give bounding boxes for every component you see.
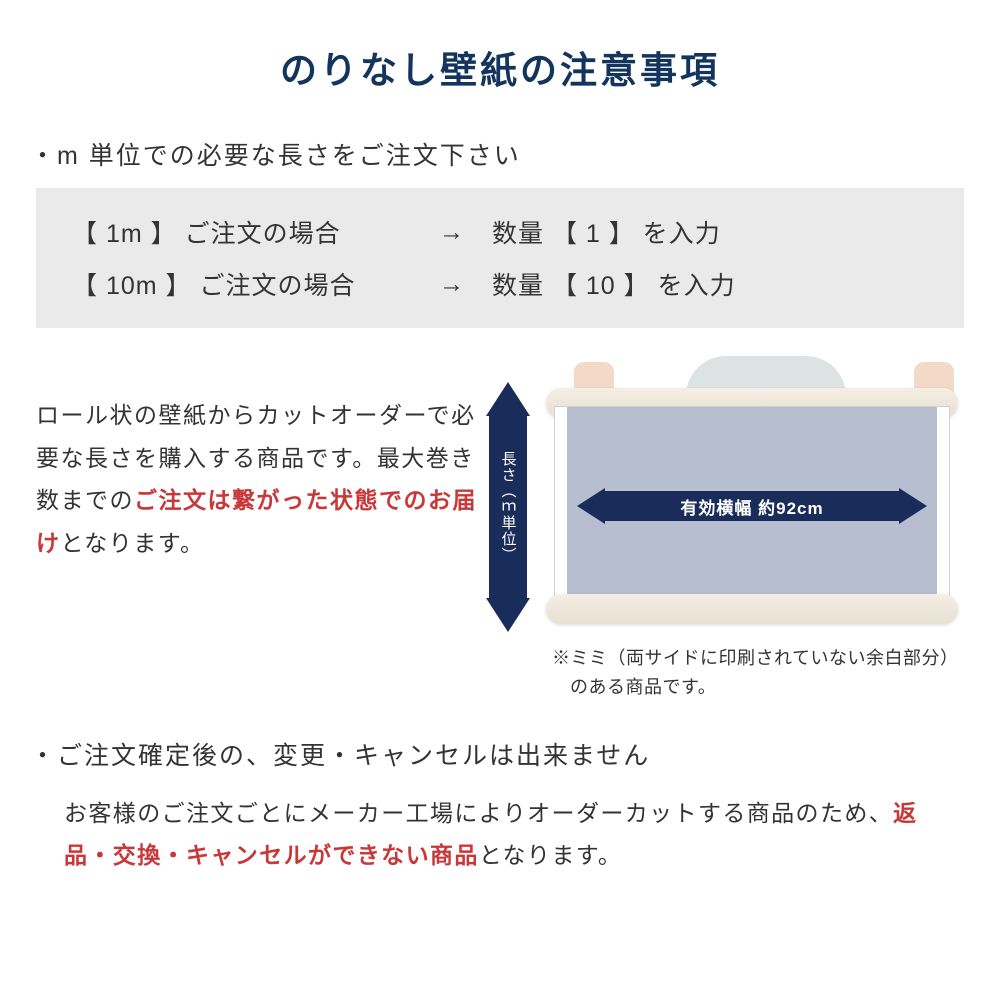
order-example-box: 【 1m 】 ご注文の場合 → 数量 【 1 】 を入力 【 10m 】 ご注文…	[36, 188, 964, 328]
length-label: 長さ（ｍ単位）	[489, 416, 527, 598]
roll-description: ロール状の壁紙からカットオーダーで必要な長さを購入する商品です。最大巻き数までの…	[36, 362, 482, 702]
width-arrow: 有効横幅 約92cm	[577, 488, 927, 524]
length-arrow: 長さ（ｍ単位）	[480, 382, 536, 632]
example-right: 数量 【 1 】 を入力	[492, 214, 928, 250]
mimi-note: ※ミミ（両サイドに印刷されていない余白部分）のある商品です。	[552, 644, 964, 702]
section1-header: ・m 単位での必要な長さをご注文下さい	[30, 136, 970, 172]
example-row: 【 10m 】 ご注文の場合 → 数量 【 10 】 を入力	[72, 258, 928, 310]
example-row: 【 1m 】 ご注文の場合 → 数量 【 1 】 を入力	[72, 206, 928, 258]
cancel-description: お客様のご注文ごとにメーカー工場によりオーダーカットする商品のため、返品・交換・…	[30, 788, 970, 877]
desc2-post: となります。	[479, 842, 622, 868]
desc2-pre: お客様のご注文ごとにメーカー工場によりオーダーカットする商品のため、	[64, 800, 893, 826]
wallpaper-roll: 有効横幅 約92cm	[546, 388, 958, 624]
desc-post: となります。	[61, 530, 205, 556]
example-arrow: →	[412, 218, 492, 247]
example-right: 数量 【 10 】 を入力	[492, 266, 928, 302]
width-label: 有効横幅 約92cm	[605, 491, 899, 521]
example-left: 【 1m 】 ご注文の場合	[72, 214, 412, 250]
example-arrow: →	[412, 270, 492, 299]
wallpaper-diagram: 長さ（ｍ単位） 有効横幅 約92cm ※ミミ（両サイドに印刷されていない余白部分…	[486, 362, 964, 702]
section2-header: ・ご注文確定後の、変更・キャンセルは出来ません	[30, 736, 970, 772]
example-left: 【 10m 】 ご注文の場合	[72, 266, 412, 302]
page-title: のりなし壁紙の注意事項	[30, 40, 970, 94]
